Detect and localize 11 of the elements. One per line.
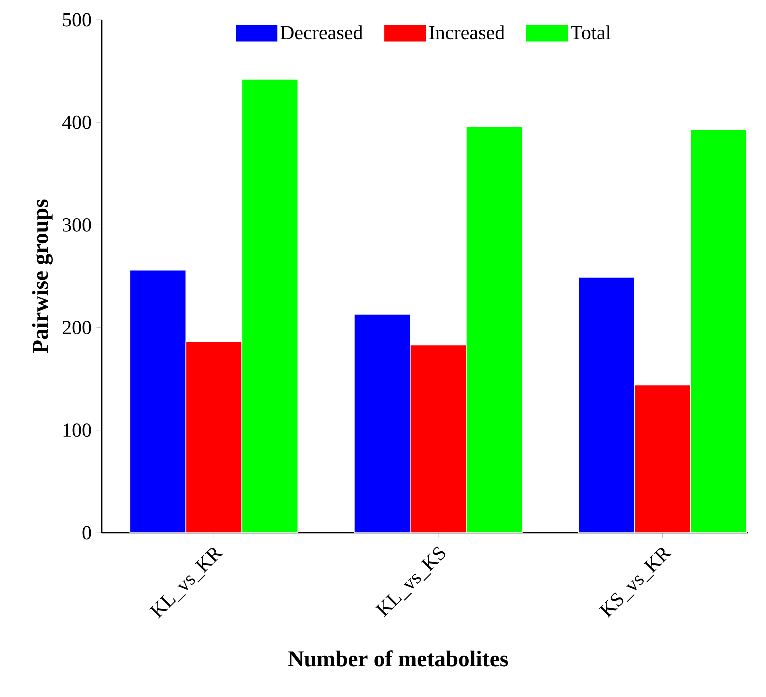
x-axis-title: Number of metabolites	[288, 650, 508, 667]
y-tick-label: 300	[63, 218, 92, 232]
y-tick-label: 0	[82, 526, 92, 540]
y-tick-label: 500	[63, 13, 92, 27]
y-tick-label: 200	[62, 321, 92, 335]
legend-label: Increased	[430, 26, 505, 40]
y-axis-title: Pairwise groups	[32, 200, 53, 354]
y-tick-label: 400	[62, 116, 92, 130]
legend-label: Decreased	[280, 26, 363, 40]
y-tick-label: 100	[64, 424, 92, 438]
legend-label: Total	[571, 26, 611, 40]
